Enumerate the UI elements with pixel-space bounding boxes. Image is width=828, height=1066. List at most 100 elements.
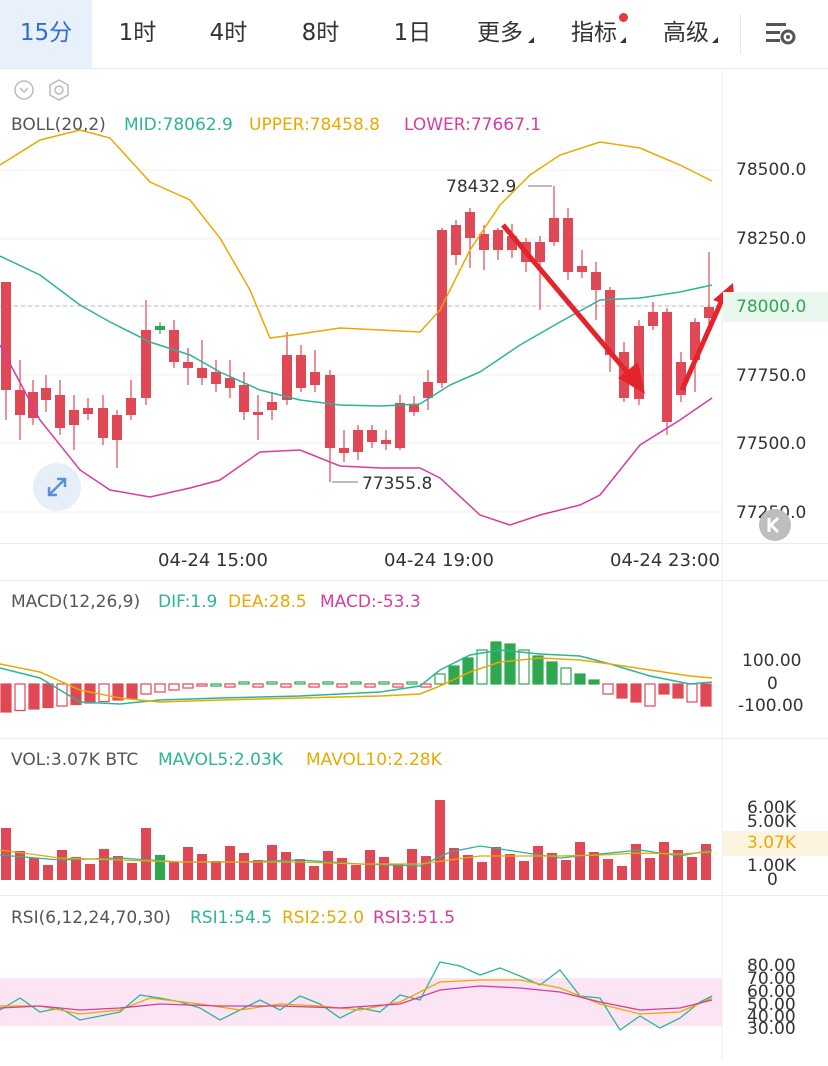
interval-tab-bar: 15分 1时 4时 8时 1日 更多 指标 高级 bbox=[0, 0, 828, 69]
volume-bar bbox=[659, 842, 669, 880]
macd-bar bbox=[294, 681, 306, 685]
mavol10-line bbox=[0, 849, 713, 865]
volume-bar bbox=[211, 861, 221, 880]
macd-bar bbox=[28, 683, 40, 710]
current-vol: 3.07K bbox=[747, 833, 796, 853]
volume-bar bbox=[309, 866, 319, 880]
volume-bar bbox=[561, 860, 571, 880]
candle-body bbox=[28, 392, 38, 418]
volume-bar bbox=[673, 850, 683, 880]
candle-body bbox=[141, 330, 151, 398]
candle-body bbox=[267, 402, 277, 410]
rsi-3: RSI3:51.5 bbox=[373, 908, 456, 928]
macd-bar bbox=[126, 683, 138, 700]
candle-body bbox=[112, 415, 122, 440]
candle-body bbox=[634, 326, 644, 399]
volume-bar bbox=[463, 855, 473, 880]
volume-bar bbox=[603, 859, 613, 880]
volume-bar bbox=[645, 858, 655, 880]
tab-advanced[interactable]: 高级 bbox=[663, 20, 709, 46]
candle-body bbox=[15, 390, 25, 415]
volume-bar bbox=[57, 850, 67, 880]
macd-bar bbox=[504, 643, 516, 685]
candle-body bbox=[409, 405, 419, 412]
candle-body bbox=[353, 430, 363, 452]
volume-bar bbox=[281, 852, 291, 880]
volume-bar bbox=[589, 852, 599, 880]
candle-body bbox=[690, 322, 700, 360]
volume-bar bbox=[617, 866, 627, 880]
tab-15min[interactable]: 15分 bbox=[0, 0, 92, 68]
volume-bar bbox=[15, 851, 25, 880]
volume-bar bbox=[365, 850, 375, 880]
volume-bar bbox=[253, 860, 263, 880]
volume-bar bbox=[239, 853, 249, 880]
current-vol-box bbox=[723, 831, 828, 856]
macd-bar bbox=[14, 683, 26, 712]
expand-icon[interactable] bbox=[32, 462, 82, 512]
current-price-box bbox=[723, 292, 828, 322]
tab-1d[interactable]: 1日 bbox=[393, 20, 432, 46]
macd-bar bbox=[392, 683, 404, 688]
more-dropdown-icon bbox=[528, 37, 534, 43]
candle-body bbox=[183, 362, 193, 368]
candle-body bbox=[239, 385, 249, 412]
candle-body bbox=[69, 410, 79, 425]
volume-bar bbox=[505, 854, 515, 880]
macd-bar bbox=[686, 683, 698, 703]
rsi3-line bbox=[0, 985, 713, 1011]
volume-bar bbox=[421, 856, 431, 880]
boll-mid-line bbox=[0, 255, 713, 407]
macd-bar bbox=[280, 683, 292, 688]
tab-8h[interactable]: 8时 bbox=[301, 20, 340, 46]
macd-bar bbox=[224, 683, 236, 688]
dif-line bbox=[0, 649, 713, 705]
gear-icon[interactable] bbox=[47, 78, 73, 102]
tab-1h[interactable]: 1时 bbox=[118, 20, 157, 46]
rsi-name: RSI(6,12,24,70,30) bbox=[11, 908, 171, 928]
candle-body bbox=[381, 440, 391, 444]
macd-bar bbox=[560, 667, 572, 685]
rsi-tick: 70.00 bbox=[747, 969, 796, 989]
macd-tick: 0 bbox=[767, 674, 778, 694]
macd-bar bbox=[644, 683, 656, 707]
collapse-icon[interactable] bbox=[12, 78, 76, 102]
candle-body bbox=[282, 355, 292, 400]
rsi-tick: 80.00 bbox=[747, 956, 796, 976]
candle-body bbox=[423, 382, 433, 398]
macd-bar bbox=[308, 683, 320, 688]
candle-body bbox=[367, 430, 377, 442]
volume-bar bbox=[127, 863, 137, 880]
candle-body bbox=[197, 368, 207, 378]
indicators-dropdown-icon bbox=[620, 37, 626, 43]
back-icon[interactable] bbox=[758, 508, 792, 542]
volume-bar bbox=[491, 847, 501, 880]
rsi-tick: 60.00 bbox=[747, 982, 796, 1002]
volume-bar bbox=[393, 864, 403, 880]
high-price-label: 78432.9 bbox=[446, 177, 517, 197]
rsi-tick: 30.00 bbox=[747, 1019, 796, 1039]
candle-body bbox=[211, 372, 221, 384]
macd-bar bbox=[70, 683, 82, 706]
macd-bar bbox=[154, 683, 166, 693]
candle-body bbox=[676, 362, 686, 395]
candle-body bbox=[549, 218, 559, 242]
tab-indicators[interactable]: 指标 bbox=[571, 20, 617, 46]
macd-bar bbox=[532, 655, 544, 685]
candle-body bbox=[126, 398, 136, 415]
volume-bar bbox=[183, 847, 193, 880]
vol-tick: 6.00K bbox=[747, 798, 796, 818]
candle-body bbox=[225, 378, 235, 388]
tab-more[interactable]: 更多 bbox=[477, 20, 523, 46]
macd-bar bbox=[630, 683, 642, 703]
candle-body bbox=[55, 395, 65, 428]
settings-icon[interactable] bbox=[764, 19, 800, 49]
candle-body bbox=[591, 272, 601, 290]
macd-bar bbox=[350, 681, 362, 685]
tab-4h[interactable]: 4时 bbox=[209, 20, 248, 46]
volume-bar bbox=[547, 853, 557, 880]
macd-bar bbox=[42, 683, 54, 709]
candle-body bbox=[662, 312, 672, 422]
candle-body bbox=[98, 408, 108, 438]
